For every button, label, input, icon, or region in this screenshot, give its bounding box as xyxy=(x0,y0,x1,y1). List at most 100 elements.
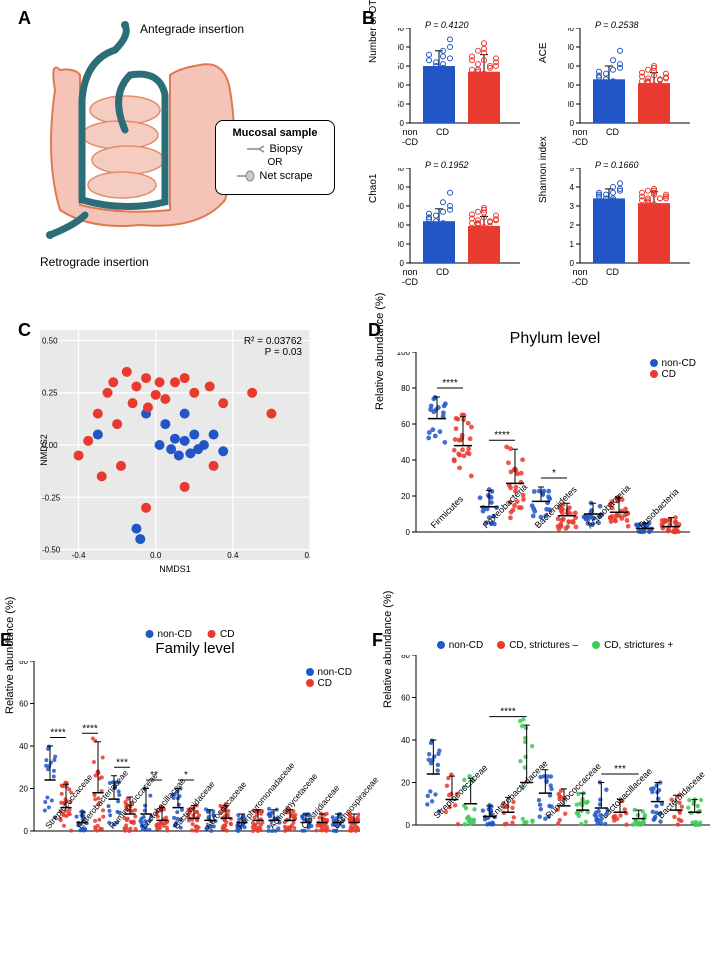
svg-text:0: 0 xyxy=(24,827,29,836)
svg-text:400: 400 xyxy=(568,43,575,52)
legend-noncd: non-CD xyxy=(146,629,192,640)
netscrape-label: Net scrape xyxy=(259,170,312,182)
netscrape-row: Net scrape xyxy=(222,170,328,182)
svg-text:0.0: 0.0 xyxy=(150,551,162,560)
svg-text:500: 500 xyxy=(568,28,575,33)
panel-d-plot: Relative abundance (%)020406080100******… xyxy=(380,352,700,547)
sample-box: Mucosal sample Biopsy OR Net scrape xyxy=(215,120,335,195)
ylabel: Number of OTUs xyxy=(368,0,379,63)
ylabel: Relative abundance (%) xyxy=(4,596,16,713)
svg-text:60: 60 xyxy=(401,694,410,703)
xlabels: non-CDCD xyxy=(572,127,619,147)
svg-text:60: 60 xyxy=(401,420,410,429)
svg-text:0: 0 xyxy=(406,821,411,830)
legend: non-CD CD xyxy=(306,667,352,689)
nmds-xlabel: NMDS1 xyxy=(159,564,191,574)
legend-f-noncd: non-CD xyxy=(437,640,483,651)
ylabel: Relative abundance (%) xyxy=(382,590,394,707)
legend-f-cdpos: CD, strictures + xyxy=(592,640,673,651)
panel-f: non-CD CD, strictures – CD, strictures +… xyxy=(380,640,716,950)
panel-b: P = 0.4120 Number of OTUs 05010015020025… xyxy=(370,20,700,290)
svg-text:****: **** xyxy=(50,728,66,739)
svg-text:-0.25: -0.25 xyxy=(42,493,61,502)
svg-text:40: 40 xyxy=(401,736,410,745)
ylabel: Chao1 xyxy=(368,173,379,202)
svg-text:50: 50 xyxy=(398,100,405,109)
svg-text:0.8: 0.8 xyxy=(304,551,310,560)
xlabels: non-CDCD xyxy=(402,127,449,147)
svg-text:20: 20 xyxy=(401,492,410,501)
svg-text:0.50: 0.50 xyxy=(42,336,58,345)
retrograde-label: Retrograde insertion xyxy=(40,255,149,269)
biopsy-row: Biopsy xyxy=(222,143,328,155)
svg-text:100: 100 xyxy=(398,81,405,90)
svg-text:*: * xyxy=(552,468,556,479)
barplot: P = 0.1660 Shannon index 012345 non-CDCD xyxy=(540,160,695,285)
svg-text:****: **** xyxy=(442,378,458,389)
barplot: P = 0.2538 ACE 0100200300400500 non-CDCD xyxy=(540,20,695,145)
svg-text:40: 40 xyxy=(401,456,410,465)
svg-text:****: **** xyxy=(82,723,98,734)
ylabel: ACE xyxy=(538,42,549,63)
svg-text:20: 20 xyxy=(401,779,410,788)
svg-text:20: 20 xyxy=(19,785,28,794)
ylabel: Shannon index xyxy=(538,136,549,203)
svg-text:80: 80 xyxy=(401,655,410,660)
svg-text:40: 40 xyxy=(19,742,28,751)
svg-text:80: 80 xyxy=(401,384,410,393)
svg-text:1: 1 xyxy=(570,240,575,249)
svg-text:****: **** xyxy=(500,707,516,718)
sample-box-title: Mucosal sample xyxy=(222,127,328,139)
svg-text:200: 200 xyxy=(568,81,575,90)
net-icon xyxy=(237,170,255,182)
panel-label-c: C xyxy=(18,320,31,341)
nmds-r2: R² = 0.03762 xyxy=(244,336,302,347)
xlabels: non-CDCD xyxy=(572,267,619,287)
panel-e-plot: Relative abundance (%)020406080*********… xyxy=(0,661,370,846)
svg-text:-0.4: -0.4 xyxy=(72,551,86,560)
legend-f-cdneg: CD, strictures – xyxy=(497,640,578,651)
ylabel: Relative abundance (%) xyxy=(374,292,386,409)
nmds-ylabel: NMDS2 xyxy=(39,434,49,466)
forceps-icon xyxy=(247,144,265,154)
nmds-legend: non-CD CD xyxy=(146,629,235,640)
svg-text:3: 3 xyxy=(570,202,575,211)
svg-text:60: 60 xyxy=(19,700,28,709)
biopsy-label: Biopsy xyxy=(269,143,302,155)
nmds-pval: P = 0.03 xyxy=(244,347,302,358)
svg-text:200: 200 xyxy=(398,221,405,230)
svg-text:400: 400 xyxy=(398,183,405,192)
svg-text:-0.50: -0.50 xyxy=(42,546,61,555)
legend-cd: CD xyxy=(208,629,234,640)
svg-text:150: 150 xyxy=(398,62,405,71)
panel-e: Family level Relative abundance (%)02040… xyxy=(0,640,370,950)
barplot: P = 0.1952 Chao1 0100200300400500 non-CD… xyxy=(370,160,525,285)
svg-text:500: 500 xyxy=(398,168,405,173)
svg-text:5: 5 xyxy=(570,168,575,173)
svg-text:0.25: 0.25 xyxy=(42,389,58,398)
panel-f-legend: non-CD CD, strictures – CD, strictures + xyxy=(390,640,716,651)
svg-text:****: **** xyxy=(494,430,510,441)
or-label: OR xyxy=(222,157,328,168)
panel-f-plot: Relative abundance (%)020406080*******St… xyxy=(380,655,716,840)
svg-text:80: 80 xyxy=(19,661,28,666)
svg-text:100: 100 xyxy=(397,352,411,357)
svg-text:250: 250 xyxy=(398,28,405,33)
panel-a: Antegrade insertion Retrograde insertion… xyxy=(30,20,340,280)
barplot: P = 0.4120 Number of OTUs 05010015020025… xyxy=(370,20,525,145)
svg-text:300: 300 xyxy=(398,202,405,211)
svg-text:100: 100 xyxy=(568,100,575,109)
svg-text:2: 2 xyxy=(570,221,575,230)
antegrade-label: Antegrade insertion xyxy=(140,22,244,36)
nmds-plot: -0.40.00.40.8-0.50-0.250.000.250.50 R² =… xyxy=(40,330,310,560)
svg-text:200: 200 xyxy=(398,43,405,52)
panel-c: -0.40.00.40.8-0.50-0.250.000.250.50 R² =… xyxy=(40,330,340,610)
svg-text:4: 4 xyxy=(570,183,575,192)
svg-text:0: 0 xyxy=(406,528,411,537)
xlabels: non-CDCD xyxy=(402,267,449,287)
legend: non-CD CD xyxy=(650,358,696,380)
nmds-stats: R² = 0.03762 P = 0.03 xyxy=(244,336,302,358)
svg-text:100: 100 xyxy=(398,240,405,249)
panel-e-title: Family level xyxy=(20,640,370,657)
svg-text:0.4: 0.4 xyxy=(227,551,239,560)
